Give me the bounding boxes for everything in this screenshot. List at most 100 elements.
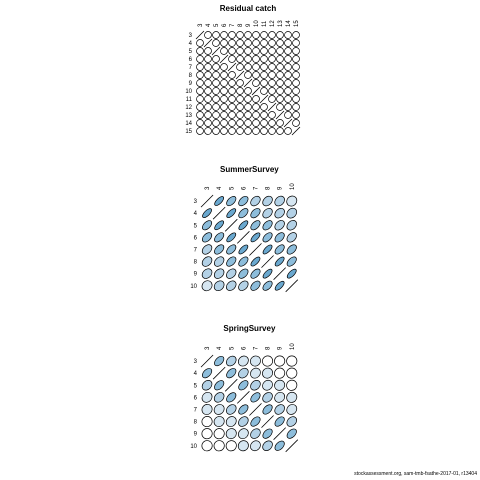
- footer-credit: stockassessment.org, sam-tmb-fsathe-2017…: [354, 471, 477, 477]
- correlation-ellipse: [284, 39, 292, 47]
- correlation-ellipse: [286, 391, 298, 403]
- correlation-ellipse: [228, 55, 236, 63]
- correlation-ellipse: [274, 355, 286, 367]
- correlation-ellipse: [274, 379, 286, 391]
- correlation-ellipse: [228, 47, 236, 55]
- correlation-ellipse: [196, 95, 204, 103]
- diagonal-mark: [251, 86, 261, 96]
- correlation-ellipse: [202, 208, 212, 219]
- diagonal-mark: [259, 94, 269, 104]
- row-tick-label: 10: [185, 89, 192, 95]
- row-tick-label: 9: [194, 432, 198, 438]
- correlation-ellipse: [268, 87, 276, 95]
- correlation-ellipse: [262, 268, 273, 279]
- correlation-ellipse: [214, 232, 225, 243]
- correlation-ellipse: [228, 95, 236, 103]
- column-tick-label: 13: [278, 20, 284, 27]
- correlation-ellipse: [292, 111, 300, 119]
- correlation-ellipse: [212, 63, 220, 71]
- correlation-ellipse: [252, 111, 260, 119]
- row-tick-label: 6: [189, 57, 193, 63]
- correlation-ellipse: [284, 95, 292, 103]
- correlation-ellipse: [201, 380, 213, 391]
- correlation-ellipse: [204, 119, 212, 127]
- correlation-ellipse: [220, 47, 228, 55]
- correlation-ellipse: [244, 87, 252, 95]
- correlation-ellipse: [252, 119, 260, 127]
- correlation-ellipse: [262, 232, 273, 243]
- diagonal-mark: [200, 194, 214, 208]
- correlation-ellipse: [260, 31, 268, 39]
- row-tick-label: 4: [194, 211, 198, 217]
- row-tick-label: 5: [194, 383, 198, 389]
- column-tick-label: 4: [217, 186, 223, 190]
- column-tick-label: 8: [266, 186, 272, 190]
- correlation-ellipse: [236, 47, 244, 55]
- correlation-ellipse: [226, 268, 237, 279]
- diagonal-mark: [249, 243, 262, 256]
- correlation-ellipse: [250, 440, 261, 452]
- correlation-ellipse: [225, 440, 237, 452]
- row-tick-label: 5: [194, 223, 198, 229]
- correlation-ellipse: [201, 256, 213, 267]
- correlation-ellipse: [286, 232, 297, 243]
- correlation-ellipse: [274, 404, 285, 415]
- correlation-ellipse: [228, 119, 236, 127]
- row-tick-label: 6: [194, 395, 198, 401]
- column-tick-label: 3: [205, 346, 211, 350]
- correlation-ellipse: [244, 119, 252, 127]
- correlation-ellipse: [292, 103, 300, 111]
- correlation-ellipse: [236, 79, 244, 87]
- row-tick-label: 9: [189, 81, 193, 87]
- correlation-ellipse: [238, 367, 249, 379]
- correlation-ellipse: [276, 79, 284, 87]
- correlation-ellipse: [201, 440, 213, 452]
- diagonal-mark: [212, 366, 226, 380]
- correlation-ellipse: [238, 220, 249, 231]
- column-tick-label: 8: [266, 346, 272, 350]
- row-tick-label: 11: [186, 97, 193, 103]
- correlation-ellipse: [244, 111, 252, 119]
- diagonal-mark: [227, 62, 237, 72]
- diagonal-mark: [261, 415, 274, 428]
- correlation-ellipse: [250, 232, 261, 243]
- correlation-ellipse: [284, 31, 292, 39]
- diagonal-mark: [273, 267, 286, 280]
- correlation-ellipse: [292, 95, 300, 103]
- correlation-ellipse: [274, 256, 285, 267]
- correlation-ellipse: [196, 111, 204, 119]
- correlation-ellipse: [196, 47, 204, 55]
- correlation-ellipse: [286, 195, 298, 207]
- correlation-ellipse: [212, 103, 220, 111]
- correlation-ellipse: [260, 39, 268, 47]
- correlation-ellipse: [238, 256, 249, 267]
- correlation-ellipse: [228, 71, 236, 79]
- correlation-ellipse: [284, 71, 292, 79]
- correlation-ellipse: [220, 63, 228, 71]
- correlation-ellipse: [250, 220, 261, 231]
- correlation-ellipse: [284, 103, 292, 111]
- panel-title: SummerSurvey: [220, 165, 279, 174]
- correlation-ellipse: [238, 380, 249, 391]
- correlation-ellipse: [220, 119, 228, 127]
- correlation-ellipse: [274, 416, 285, 427]
- correlation-ellipse: [292, 39, 300, 47]
- row-tick-label: 6: [194, 235, 198, 241]
- correlation-ellipse: [284, 79, 292, 87]
- column-tick-label: 10: [290, 183, 296, 190]
- correlation-ellipse: [225, 428, 237, 440]
- correlation-ellipse: [276, 71, 284, 79]
- correlation-ellipse: [226, 244, 237, 255]
- correlation-ellipse: [250, 392, 261, 403]
- row-tick-label: 7: [194, 407, 198, 413]
- correlation-ellipse: [252, 39, 260, 47]
- correlation-ellipse: [212, 55, 220, 63]
- column-tick-label: 5: [214, 23, 220, 27]
- column-tick-label: 6: [222, 23, 228, 27]
- correlation-ellipse: [268, 71, 276, 79]
- column-tick-label: 12: [270, 20, 276, 27]
- correlation-ellipse: [286, 379, 298, 391]
- diagonal-mark: [285, 279, 299, 293]
- correlation-ellipse: [244, 31, 252, 39]
